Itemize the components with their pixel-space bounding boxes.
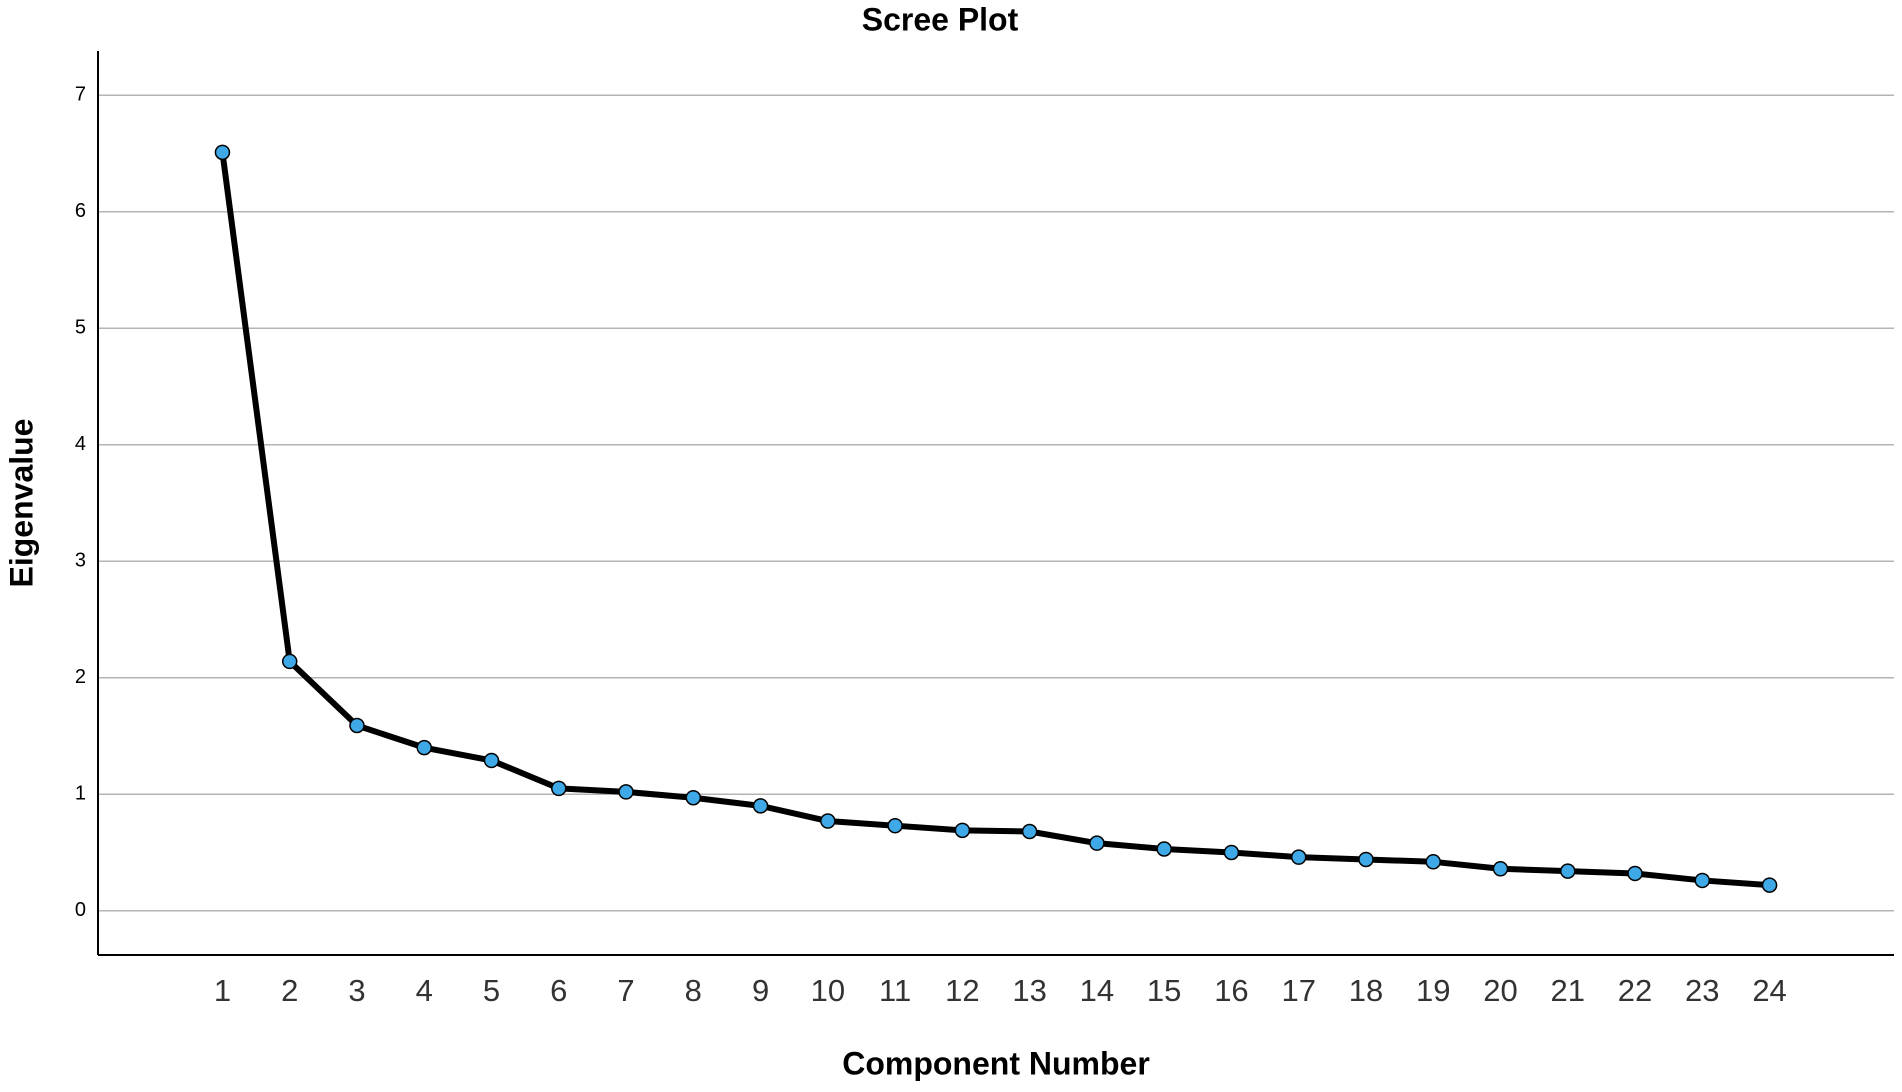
data-point (349, 717, 365, 734)
series-line (219, 151, 1770, 889)
data-point (685, 789, 702, 806)
y-tick-label: 1 (75, 783, 86, 805)
data-point (416, 739, 432, 756)
x-tick-label: 1 (214, 973, 231, 1008)
data-point (1627, 865, 1643, 882)
data-point (1694, 872, 1711, 889)
x-tick-label: 5 (483, 973, 500, 1008)
x-tick-label: 14 (1080, 973, 1114, 1008)
data-point (214, 144, 231, 161)
y-tick-label: 4 (75, 433, 86, 455)
data-point (1290, 849, 1307, 865)
y-tick-label: 0 (75, 899, 86, 921)
x-tick-label: 3 (348, 973, 365, 1008)
x-tick-label: 6 (550, 973, 567, 1008)
x-tick-label: 7 (617, 973, 634, 1008)
y-tick-label: 2 (75, 666, 86, 688)
x-tick-label: 22 (1618, 973, 1652, 1008)
x-tick-label: 16 (1214, 973, 1248, 1008)
x-axis-label: Component Number (842, 1045, 1150, 1081)
data-point (551, 780, 567, 797)
y-tick-label: 5 (75, 317, 86, 339)
data-point (1425, 854, 1441, 870)
data-point (1560, 863, 1576, 879)
data-point (820, 813, 836, 829)
data-point (1492, 861, 1509, 877)
x-tick-label: 24 (1752, 973, 1786, 1008)
x-tick-label: 23 (1685, 973, 1719, 1008)
chart-title: Scree Plot (862, 1, 1019, 37)
x-tick-label: 2 (281, 973, 298, 1008)
data-point (752, 798, 769, 814)
data-point (954, 822, 971, 839)
data-point (281, 653, 298, 670)
data-point (1021, 823, 1038, 840)
y-tick-label: 3 (75, 550, 86, 572)
x-tick-label: 15 (1147, 973, 1181, 1008)
y-axis-label: Eigenvalue (3, 419, 39, 588)
x-tick-label: 11 (879, 973, 911, 1008)
data-point (1223, 844, 1240, 861)
x-tick-label: 20 (1483, 973, 1517, 1008)
y-tick-label: 7 (75, 84, 86, 106)
data-point (483, 752, 500, 769)
data-point (1761, 877, 1778, 893)
x-tick-label: 9 (752, 973, 769, 1008)
data-point (1156, 841, 1172, 857)
data-point (1089, 835, 1105, 851)
data-point (618, 784, 634, 800)
x-tick-label: 19 (1416, 973, 1450, 1008)
x-tick-label: 12 (945, 973, 979, 1008)
y-tick-label: 6 (75, 200, 86, 222)
x-tick-label: 8 (685, 973, 702, 1008)
x-tick-label: 18 (1349, 973, 1383, 1008)
x-tick-label: 4 (416, 973, 433, 1008)
x-tick-label: 10 (811, 973, 845, 1008)
x-tick-label: 21 (1551, 973, 1585, 1008)
data-point (887, 817, 903, 834)
x-tick-label: 13 (1012, 973, 1046, 1008)
data-point (1358, 851, 1374, 868)
x-tick-label: 17 (1281, 973, 1315, 1008)
